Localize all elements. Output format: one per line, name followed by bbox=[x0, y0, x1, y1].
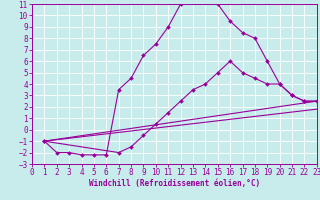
X-axis label: Windchill (Refroidissement éolien,°C): Windchill (Refroidissement éolien,°C) bbox=[89, 179, 260, 188]
